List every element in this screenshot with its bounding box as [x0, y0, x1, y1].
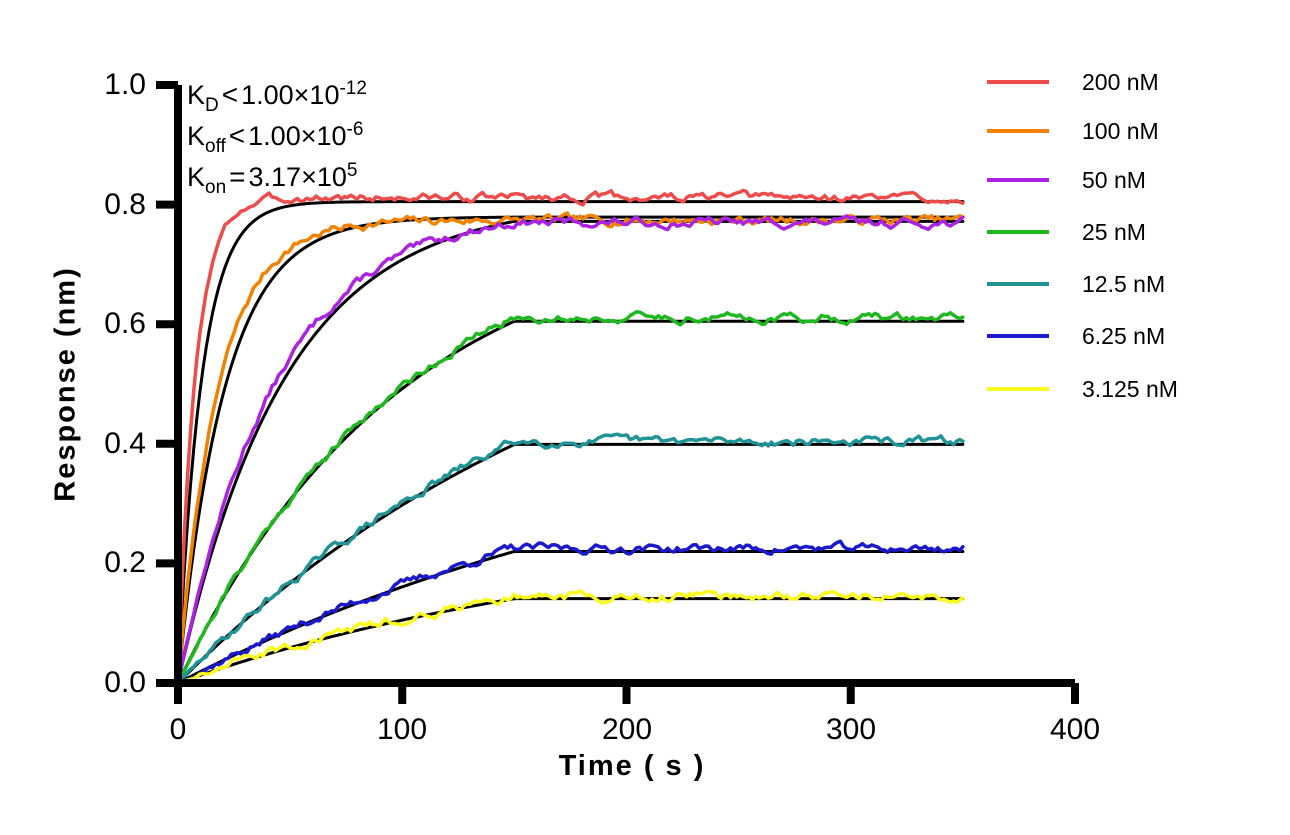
y-tick-label: 0.4: [104, 427, 146, 460]
legend-swatch-6.25nM: [987, 334, 1049, 338]
axes: [156, 81, 1079, 704]
koff-annotation: Koff <1.00×10-6: [187, 119, 364, 157]
y-axis-title: Response (nm): [49, 266, 82, 502]
x-tick-label: 300: [825, 713, 877, 746]
kinetics-annotation: KD <1.00×10-12 Koff <1.00×10-6 Kon = 3.17×10…: [187, 74, 367, 198]
legend-item-200nM: 200 nM: [987, 69, 1159, 95]
y-tick-label: 0.6: [104, 307, 146, 340]
x-tick-label: 100: [376, 713, 428, 746]
legend-label: 25 nM: [1082, 218, 1146, 245]
legend-item-3.125nM: 3.125 nM: [987, 376, 1178, 402]
data-curve-6.25nM: [176, 539, 965, 685]
legend-item-25nM: 25 nM: [987, 219, 1146, 245]
data-curve-200nM: [176, 188, 965, 686]
fit-curve-3.125nM: [176, 597, 965, 685]
y-tick-label: 0.0: [104, 666, 146, 699]
fit-curve-200nM: [176, 200, 965, 685]
data-curve-50nM: [176, 214, 965, 686]
y-tick-label: 0.2: [104, 546, 146, 579]
legend-swatch-25nM: [987, 230, 1049, 234]
legend-item-12.5nM: 12.5 nM: [987, 271, 1165, 297]
legend-swatch-100nM: [987, 129, 1049, 133]
data-curve-12.5nM: [176, 432, 965, 685]
x-axis-title: Time ( s ): [558, 750, 706, 782]
fit-curve-6.25nM: [176, 549, 965, 685]
legend-item-100nM: 100 nM: [987, 118, 1159, 144]
data-curves: [176, 188, 965, 686]
legend-label: 200 nM: [1082, 68, 1159, 95]
legend-label: 3.125 nM: [1082, 375, 1178, 402]
legend-label: 100 nM: [1082, 117, 1159, 144]
fit-curve-50nM: [176, 219, 965, 685]
legend-item-6.25nM: 6.25 nM: [987, 323, 1165, 349]
legend-swatch-50nM: [987, 178, 1049, 182]
legend-label: 50 nM: [1082, 166, 1146, 193]
kd-annotation: KD <1.00×10-12: [187, 78, 367, 116]
legend-swatch-3.125nM: [987, 387, 1049, 391]
x-tick-label: 400: [1049, 713, 1101, 746]
fit-curve-100nM: [176, 215, 965, 685]
x-tick-label: 0: [169, 713, 187, 746]
legend-swatch-200nM: [987, 80, 1049, 84]
legend-swatch-12.5nM: [987, 282, 1049, 286]
data-curve-25nM: [176, 310, 965, 685]
data-curve-100nM: [176, 211, 965, 686]
kon-annotation: Kon = 3.17×105: [187, 160, 358, 198]
y-tick-label: 1.0: [104, 68, 146, 101]
data-curve-3.125nM: [176, 589, 965, 685]
legend-label: 6.25 nM: [1082, 322, 1166, 349]
legend-item-50nM: 50 nM: [987, 167, 1146, 193]
y-tick-label: 0.8: [104, 188, 146, 221]
legend-label: 12.5 nM: [1082, 270, 1166, 297]
x-tick-label: 200: [601, 713, 653, 746]
